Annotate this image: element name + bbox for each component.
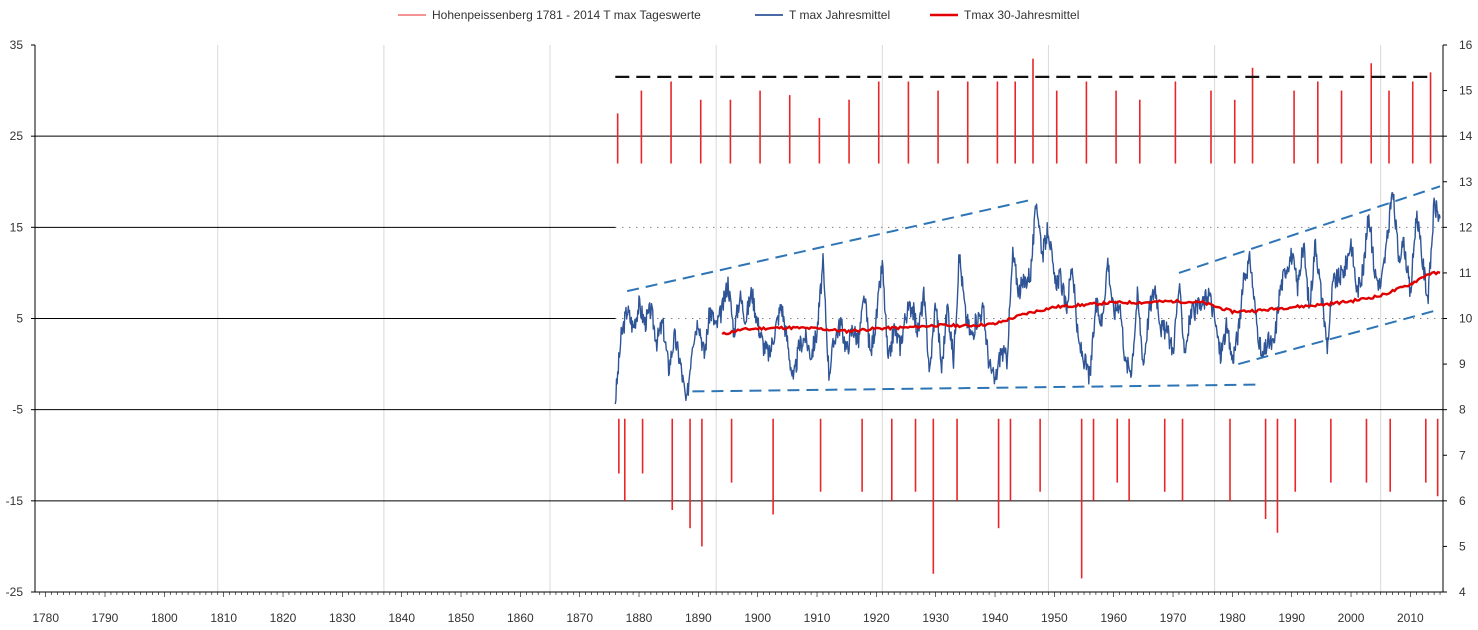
y-left-tick-label: 25	[10, 129, 24, 143]
y-right-tick-label: 9	[1459, 357, 1466, 371]
thirty-year-mean-line	[721, 270, 1441, 336]
y-right-tick-label: 11	[1459, 266, 1472, 280]
y-right-tick-label: 5	[1459, 539, 1466, 553]
y-right-tick-label: 8	[1459, 403, 1466, 417]
y-right-tick-label: 4	[1459, 585, 1466, 599]
y-right-tick-label: 7	[1459, 448, 1466, 462]
y-right-tick-label: 12	[1459, 220, 1473, 234]
x-tick-label: 1890	[685, 611, 712, 625]
x-tick-label: 1900	[744, 611, 771, 625]
y-right-tick-label: 10	[1459, 312, 1473, 326]
x-tick-label: 1830	[329, 611, 356, 625]
x-tick-label: 1800	[151, 611, 178, 625]
annual-mean-line	[614, 192, 1441, 405]
x-tick-label: 2010	[1397, 611, 1424, 625]
y-right-tick-label: 13	[1459, 175, 1473, 189]
axes: 35 25 15 5 -5 -15 -25 16 15 14 13 12 11 10 9 8 7 6 5 4 1780 1…	[6, 38, 1473, 625]
y-left-tick-label: -25	[6, 585, 24, 599]
x-tick-label: 1980	[1219, 611, 1246, 625]
y-right-tick-label: 14	[1459, 129, 1473, 143]
daily-values-series	[614, 58, 1440, 579]
x-tick-label: 1930	[922, 611, 949, 625]
x-tick-label: 1960	[1100, 611, 1127, 625]
x-tick-label: 1780	[32, 611, 59, 625]
x-tick-label: 1860	[507, 611, 534, 625]
y-right-tick-label: 15	[1459, 84, 1473, 98]
x-tick-label: 1820	[270, 611, 297, 625]
trend-lower-late	[1238, 308, 1441, 366]
x-tick-label: 1910	[804, 611, 831, 625]
legend-label: T max Jahresmittel	[789, 8, 890, 22]
trend-lines	[615, 75, 1441, 393]
y-left-tick-label: -5	[12, 403, 23, 417]
x-tick-label: 1870	[566, 611, 593, 625]
x-tick-label: 1970	[1160, 611, 1187, 625]
y-left-tick-label: -15	[6, 494, 24, 508]
x-tick-label: 1880	[626, 611, 653, 625]
y-left-tick-label: 5	[16, 312, 23, 326]
x-tick-label: 1940	[982, 611, 1009, 625]
x-tick-label: 1990	[1278, 611, 1305, 625]
y-right-tick-label: 16	[1459, 38, 1473, 52]
annual-mean-series	[614, 192, 1441, 405]
x-tick-label: 1850	[448, 611, 475, 625]
legend-label: Hohenpeissenberg 1781 - 2014 T max Tages…	[432, 8, 701, 22]
trend-lower-early	[692, 383, 1257, 393]
x-tick-label: 2000	[1338, 611, 1365, 625]
trend-upper-early	[626, 199, 1031, 293]
y-left-tick-label: 15	[10, 220, 24, 234]
y-left-tick-label: 35	[10, 38, 24, 52]
x-tick-label: 1920	[863, 611, 890, 625]
thirty-year-mean-series	[721, 270, 1441, 336]
y-right-tick-label: 6	[1459, 494, 1466, 508]
x-tick-label: 1950	[1041, 611, 1068, 625]
x-tick-label: 1840	[388, 611, 415, 625]
x-tick-label: 1790	[92, 611, 119, 625]
trend-upper-late	[1178, 185, 1441, 274]
legend-label: Tmax 30-Jahresmittel	[964, 8, 1079, 22]
x-tick-label: 1810	[210, 611, 237, 625]
legend: Hohenpeissenberg 1781 - 2014 T max Tages…	[398, 8, 1079, 22]
